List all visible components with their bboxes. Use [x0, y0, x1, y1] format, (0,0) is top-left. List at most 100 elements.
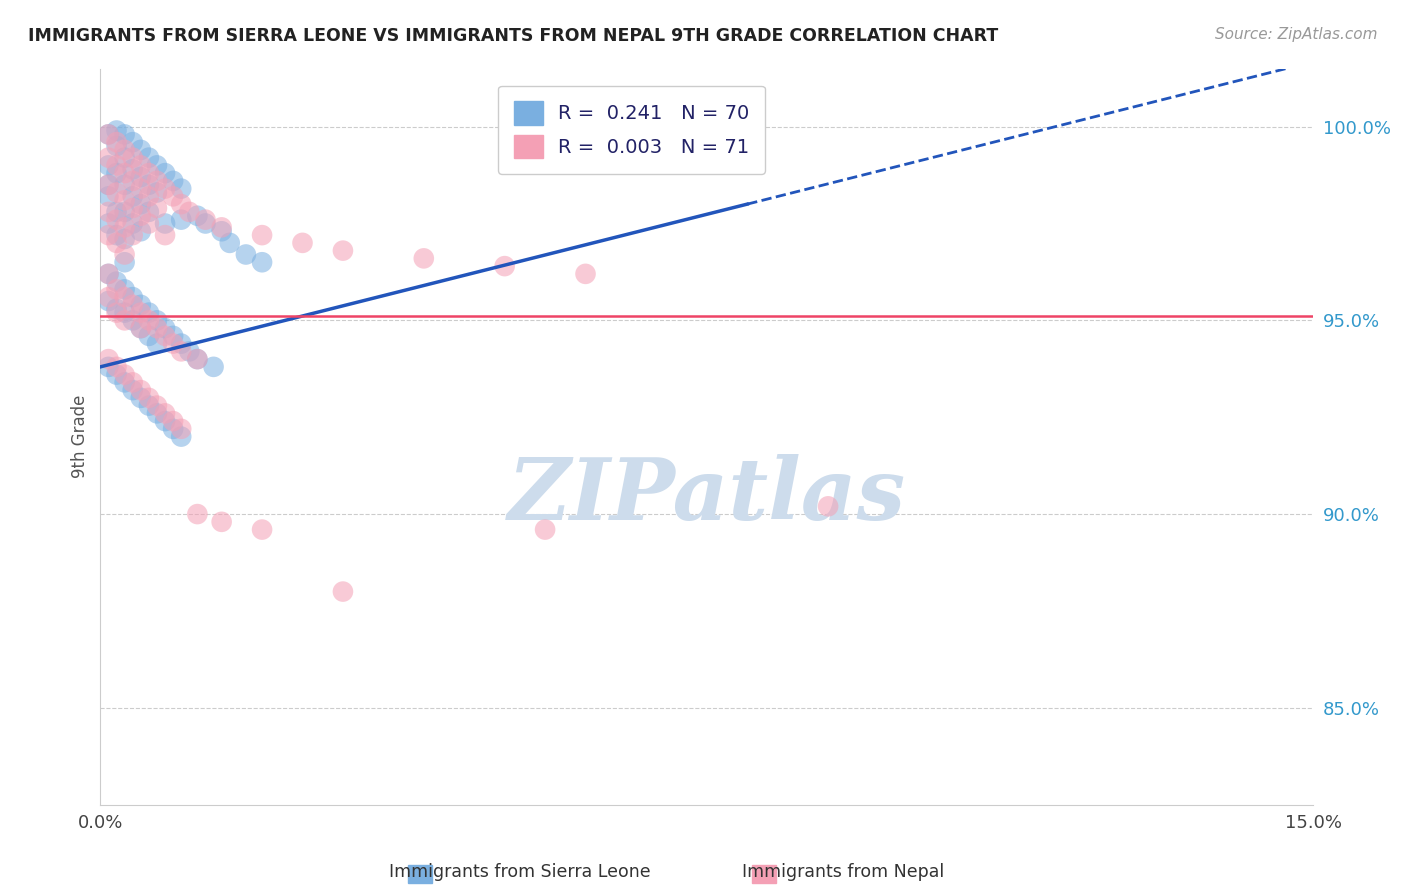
Point — [121, 228, 143, 243]
Point — [129, 224, 152, 238]
Point — [146, 399, 169, 413]
Point — [211, 515, 233, 529]
Point — [494, 259, 516, 273]
Point — [146, 336, 169, 351]
Point — [138, 166, 160, 180]
Point — [114, 220, 136, 235]
Point — [250, 228, 273, 243]
Point — [146, 158, 169, 172]
Point — [129, 209, 152, 223]
Point — [129, 143, 152, 157]
Point — [114, 128, 136, 142]
Point — [129, 298, 152, 312]
Point — [170, 181, 193, 195]
Point — [186, 352, 208, 367]
Point — [129, 305, 152, 319]
Point — [412, 252, 434, 266]
Point — [162, 422, 184, 436]
Point — [235, 247, 257, 261]
Point — [153, 217, 176, 231]
Point — [97, 293, 120, 308]
Text: ZIPatlas: ZIPatlas — [508, 454, 905, 537]
Point — [97, 189, 120, 203]
Text: Immigrants from Sierra Leone: Immigrants from Sierra Leone — [389, 863, 651, 881]
Point — [105, 282, 128, 296]
Point — [121, 151, 143, 165]
Point — [114, 151, 136, 165]
Point — [146, 321, 169, 335]
Point — [105, 228, 128, 243]
Point — [114, 290, 136, 304]
Point — [332, 584, 354, 599]
Point — [121, 174, 143, 188]
Point — [121, 298, 143, 312]
Text: Source: ZipAtlas.com: Source: ZipAtlas.com — [1215, 27, 1378, 42]
Text: IMMIGRANTS FROM SIERRA LEONE VS IMMIGRANTS FROM NEPAL 9TH GRADE CORRELATION CHAR: IMMIGRANTS FROM SIERRA LEONE VS IMMIGRAN… — [28, 27, 998, 45]
Point — [97, 178, 120, 192]
Point — [105, 205, 128, 219]
Point — [129, 169, 152, 184]
Point — [114, 376, 136, 390]
Point — [97, 178, 120, 192]
Point — [97, 352, 120, 367]
Point — [170, 197, 193, 211]
Point — [97, 267, 120, 281]
Point — [121, 135, 143, 149]
Point — [129, 321, 152, 335]
Point — [170, 429, 193, 443]
Point — [291, 235, 314, 250]
Y-axis label: 9th Grade: 9th Grade — [72, 395, 89, 478]
Point — [250, 523, 273, 537]
Point — [105, 123, 128, 137]
Point — [170, 422, 193, 436]
Point — [186, 352, 208, 367]
Point — [105, 368, 128, 382]
Point — [186, 507, 208, 521]
Point — [105, 359, 128, 374]
Point — [114, 368, 136, 382]
Point — [162, 414, 184, 428]
Point — [105, 158, 128, 172]
Point — [129, 158, 152, 172]
Point — [211, 220, 233, 235]
Point — [121, 376, 143, 390]
Point — [194, 212, 217, 227]
Point — [114, 166, 136, 180]
Point — [97, 128, 120, 142]
Point — [218, 235, 240, 250]
Point — [114, 143, 136, 157]
Point — [121, 201, 143, 215]
Point — [138, 399, 160, 413]
Point — [121, 290, 143, 304]
Point — [162, 174, 184, 188]
Point — [250, 255, 273, 269]
Point — [121, 313, 143, 327]
Point — [153, 228, 176, 243]
Point — [179, 344, 201, 359]
Point — [211, 224, 233, 238]
Point — [105, 305, 128, 319]
Point — [129, 181, 152, 195]
Point — [97, 267, 120, 281]
Point — [153, 181, 176, 195]
Point — [129, 197, 152, 211]
Point — [138, 329, 160, 343]
Point — [121, 217, 143, 231]
Point — [153, 166, 176, 180]
Point — [170, 212, 193, 227]
Point — [129, 383, 152, 397]
Point — [534, 523, 557, 537]
Point — [153, 329, 176, 343]
Point — [162, 336, 184, 351]
Point — [162, 329, 184, 343]
Point — [170, 344, 193, 359]
Text: Immigrants from Nepal: Immigrants from Nepal — [742, 863, 945, 881]
Point — [105, 139, 128, 153]
Point — [138, 189, 160, 203]
Point — [146, 186, 169, 200]
Point — [121, 189, 143, 203]
Point — [114, 232, 136, 246]
Point — [114, 205, 136, 219]
Point — [170, 336, 193, 351]
Point — [138, 313, 160, 327]
